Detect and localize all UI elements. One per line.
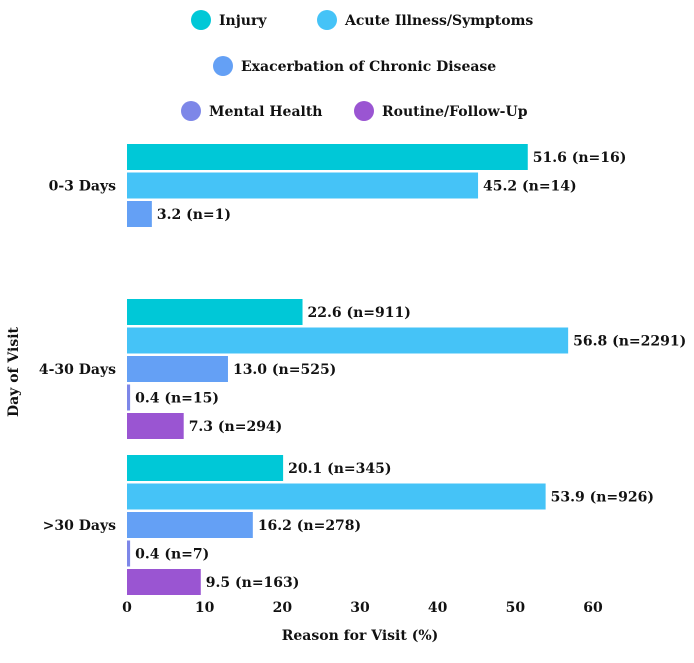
bar-area: 51.6 (n=16) 45.2 (n=14) 3.2 (n=1) 0-3 Days 2… xyxy=(39,144,686,595)
bar-value-label: 53.9 (n=926) xyxy=(551,490,654,506)
bar-value-label: 13.0 (n=525) xyxy=(233,362,336,378)
bar-exacerbation-of-chronic-disease xyxy=(127,356,228,382)
x-tick-label: 30 xyxy=(350,600,370,616)
bar-value-label: 56.8 (n=2291) xyxy=(573,334,686,350)
legend-label: Acute Illness/Symptoms xyxy=(344,13,533,29)
bar-injury xyxy=(127,455,284,481)
bar-value-label: 3.2 (n=1) xyxy=(157,207,231,223)
x-tick-label: 10 xyxy=(195,600,215,616)
bar-group-30-days: 20.1 (n=345) 53.9 (n=926) 16.2 (n=278) 0.4 … xyxy=(43,455,654,595)
legend-label: Mental Health xyxy=(209,104,322,120)
bar-acute-illness-symptoms xyxy=(127,327,569,354)
bar-group-4-30-days: 22.6 (n=911) 56.8 (n=2291) 13.0 (n=525) 0.4… xyxy=(39,299,686,439)
legend-swatch xyxy=(317,10,337,30)
bar-value-label: 20.1 (n=345) xyxy=(288,461,391,477)
bar-exacerbation-of-chronic-disease xyxy=(127,512,253,538)
bar-routine-follow-up xyxy=(127,569,201,595)
legend-swatch xyxy=(354,101,374,121)
bar-value-label: 45.2 (n=14) xyxy=(483,179,577,195)
bar-group-0-3-days: 51.6 (n=16) 45.2 (n=14) 3.2 (n=1) 0-3 Days xyxy=(49,144,627,227)
bar-value-label: 0.4 (n=15) xyxy=(135,391,219,407)
legend-swatch xyxy=(191,10,211,30)
bar-value-label: 0.4 (n=7) xyxy=(135,547,209,563)
legend-swatch xyxy=(213,56,233,76)
legend-label: Exacerbation of Chronic Disease xyxy=(241,59,496,75)
category-label: >30 Days xyxy=(43,518,116,534)
bar-value-label: 9.5 (n=163) xyxy=(206,575,300,591)
bar-injury xyxy=(127,144,528,170)
x-axis-label: Reason for Visit (%) xyxy=(282,628,439,644)
x-tick-label: 0 xyxy=(122,600,132,616)
bar-acute-illness-symptoms xyxy=(127,172,479,199)
bar-acute-illness-symptoms xyxy=(127,483,546,510)
legend-label: Injury xyxy=(219,13,267,29)
legend-label: Routine/Follow-Up xyxy=(382,104,528,120)
legend-item-acute-illness-symptoms: Acute Illness/Symptoms xyxy=(317,10,533,30)
x-tick-label: 60 xyxy=(583,600,603,616)
bar-routine-follow-up xyxy=(127,413,184,439)
bar-injury xyxy=(127,299,303,325)
legend-item-injury: Injury xyxy=(191,10,267,30)
bar-mental-health xyxy=(127,384,131,411)
y-axis-label: Day of Visit xyxy=(6,326,22,417)
legend: Injury Acute Illness/Symptoms Exacerbation… xyxy=(181,10,533,121)
legend-item-routine-follow-up: Routine/Follow-Up xyxy=(354,101,528,121)
x-tick-label: 20 xyxy=(273,600,293,616)
legend-swatch xyxy=(181,101,201,121)
bar-value-label: 22.6 (n=911) xyxy=(308,305,411,321)
bar-value-label: 7.3 (n=294) xyxy=(189,419,283,435)
legend-item-mental-health: Mental Health xyxy=(181,101,322,121)
bar-mental-health xyxy=(127,540,131,567)
category-label: 4-30 Days xyxy=(39,362,116,378)
bar-value-label: 16.2 (n=278) xyxy=(258,518,361,534)
legend-item-exacerbation-of-chronic-disease: Exacerbation of Chronic Disease xyxy=(213,56,496,76)
bar-value-label: 51.6 (n=16) xyxy=(533,150,627,166)
bar-exacerbation-of-chronic-disease xyxy=(127,201,152,227)
x-axis: 0 10 20 30 40 50 60 xyxy=(122,600,603,616)
x-tick-label: 40 xyxy=(428,600,448,616)
x-tick-label: 50 xyxy=(506,600,526,616)
category-label: 0-3 Days xyxy=(49,179,117,195)
